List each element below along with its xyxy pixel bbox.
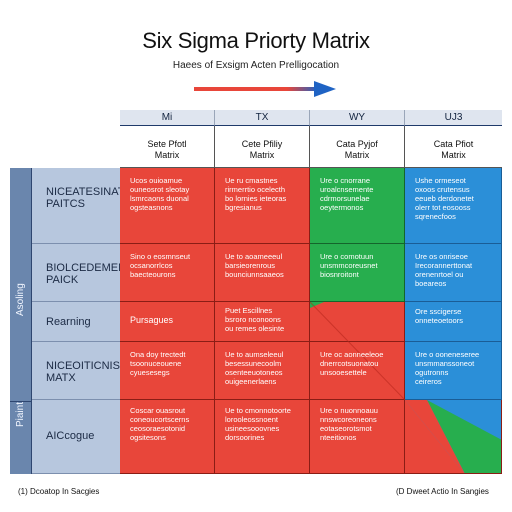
cell-text: Ure o cnorrane uroalcnsemente cdrmorsune… — [320, 176, 374, 212]
matrix-cell-r4-c4: Ure o ooneneseree unsmmanssoneot ogutron… — [405, 342, 502, 400]
page-title: Six Sigma Priorty Matrix — [142, 28, 370, 53]
cell-text: Ure o nuonnoauu nnswcoreoneons eotaseoro… — [320, 406, 378, 442]
cell-text: Ore sscigerse onneteoetoors — [415, 307, 463, 325]
diagonal-split-graphic — [405, 400, 501, 473]
cell-text: Pursagues — [130, 315, 174, 325]
matrix-cell-r4-c2: Ue to aumseleeul besessunecoolm osenteeu… — [215, 342, 310, 400]
cell-text: Ure os onriseoe Irecorannerttonat orenen… — [415, 252, 473, 288]
page-subtitle: Haees of Exsigm Acten Prelligocation — [172, 60, 340, 71]
side-label-upper: Asoling — [15, 283, 26, 316]
cell-text: Ucos ouioamue ouneosrot sleotay lsmrcaon… — [130, 176, 190, 212]
matrix-cell-r5-c3: Ure o nuonnoauu nnswcoreoneons eotaseoro… — [310, 400, 405, 474]
matrix-cell-r5-c2: Ue to cmonnotoorte lorooleossnoent usine… — [215, 400, 310, 474]
row-header-3: Rearning — [32, 302, 120, 342]
column-header-1: Mi — [120, 110, 215, 126]
matrix-cell-r3-c4: Ore sscigerse onneteoetoors — [405, 302, 502, 342]
matrix-cell-r5-c1: Coscar ouasrout coneoucortscerns ceosora… — [120, 400, 215, 474]
side-strip-lower: Piaintis — [10, 401, 32, 474]
matrix-cell-r3-c1: Pursagues — [120, 302, 215, 342]
matrix-cell-r2-c2: Ue to aoameeeul barsieorenrous bounciunn… — [215, 244, 310, 302]
cell-text: Coscar ouasrout coneoucortscerns ceosora… — [130, 406, 190, 442]
cell-text: Ure oc aonneeleoe dnerrcotsuonatou unsoo… — [320, 350, 384, 377]
row-header-4: NICEOITICNIS MATX — [32, 342, 120, 400]
matrix-cell-r1-c3: Ure o cnorrane uroalcnsemente cdrmorsune… — [310, 168, 405, 244]
priority-matrix: Mi TX WY UJ3 Sete Pfotl Matrix Cete Pfil… — [10, 110, 502, 474]
diagonal-overlay-graphic — [310, 302, 405, 400]
footer-legend-left: (1) Dcoatop In Sacgies — [18, 487, 100, 496]
cell-text: Ue to aumseleeul besessunecoolm osenteeu… — [225, 350, 284, 386]
diagonal-split-graphic — [310, 302, 404, 341]
matrix-cell-r3-c3 — [310, 302, 405, 342]
row-header-1: NICEATESINAT PAITCS — [32, 168, 120, 244]
column-header-3: WY — [310, 110, 405, 126]
matrix-cell-r1-c1: Ucos ouioamue ouneosrot sleotay lsmrcaon… — [120, 168, 215, 244]
matrix-cell-r5-c4 — [405, 400, 502, 474]
cell-text: Ue to aoameeeul barsieorenrous bounciunn… — [225, 252, 284, 279]
matrix-cell-r2-c3: Ure o comotuun unsmmcoreusnet biosnroito… — [310, 244, 405, 302]
matrix-cell-r4-c3: Ure oc aonneeleoe dnerrcotsuonatou unsoo… — [310, 342, 405, 400]
cell-text: Ona doy trectedt tsoonuceouene cyueseseg… — [130, 350, 186, 377]
column-subheader-3: Cata Pyjof Matrix — [310, 126, 405, 168]
column-subheader-4: Cata Pfiot Matrix — [405, 126, 502, 168]
cell-text: Ure o comotuun unsmmcoreusnet biosnroito… — [320, 252, 378, 279]
cell-text: Sino o eosmnseut ocsanorrlcos baecteouro… — [130, 252, 191, 279]
priority-arrow-icon — [194, 81, 336, 97]
cell-text: Ushe ormeseot oxoos crutensus eeueb derd… — [415, 176, 474, 221]
footer-legend-right: (D Dweet Actio In Sangies — [396, 487, 489, 496]
column-header-4: UJ3 — [405, 110, 502, 126]
cell-text: Ue to cmonnotoorte lorooleossnoent usine… — [225, 406, 291, 442]
cell-text: Puet Escillnes bsroro nconoons ou remes … — [225, 306, 285, 333]
matrix-cell-r1-c2: Ue ru cmastnes rirmerrtio ocelecth bo lo… — [215, 168, 310, 244]
column-subheader-2: Cete Pfiliy Matrix — [215, 126, 310, 168]
matrix-cell-r2-c4: Ure os onriseoe Irecorannerttonat orenen… — [405, 244, 502, 302]
matrix-cell-r1-c4: Ushe ormeseot oxoos crutensus eeueb derd… — [405, 168, 502, 244]
row-header-5: AICcogue — [32, 400, 120, 474]
cell-text: Ure o ooneneseree unsmmanssoneot ogutron… — [415, 350, 480, 386]
matrix-cell-r4-c1: Ona doy trectedt tsoonuceouene cyueseseg… — [120, 342, 215, 400]
side-strip-upper: Asoling — [10, 168, 32, 401]
matrix-cell-r3-c2: Puet Escillnes bsroro nconoons ou remes … — [215, 302, 310, 342]
column-subheader-1: Sete Pfotl Matrix — [120, 126, 215, 168]
side-label-lower: Piaintis — [15, 401, 26, 427]
matrix-cell-r2-c1: Sino o eosmnseut ocsanorrlcos baecteouro… — [120, 244, 215, 302]
cell-text: Ue ru cmastnes rirmerrtio ocelecth bo lo… — [225, 176, 287, 212]
column-header-2: TX — [215, 110, 310, 126]
matrix-corner — [10, 110, 120, 168]
row-header-2: BIOLCEDEMENT PAICK — [32, 244, 120, 302]
